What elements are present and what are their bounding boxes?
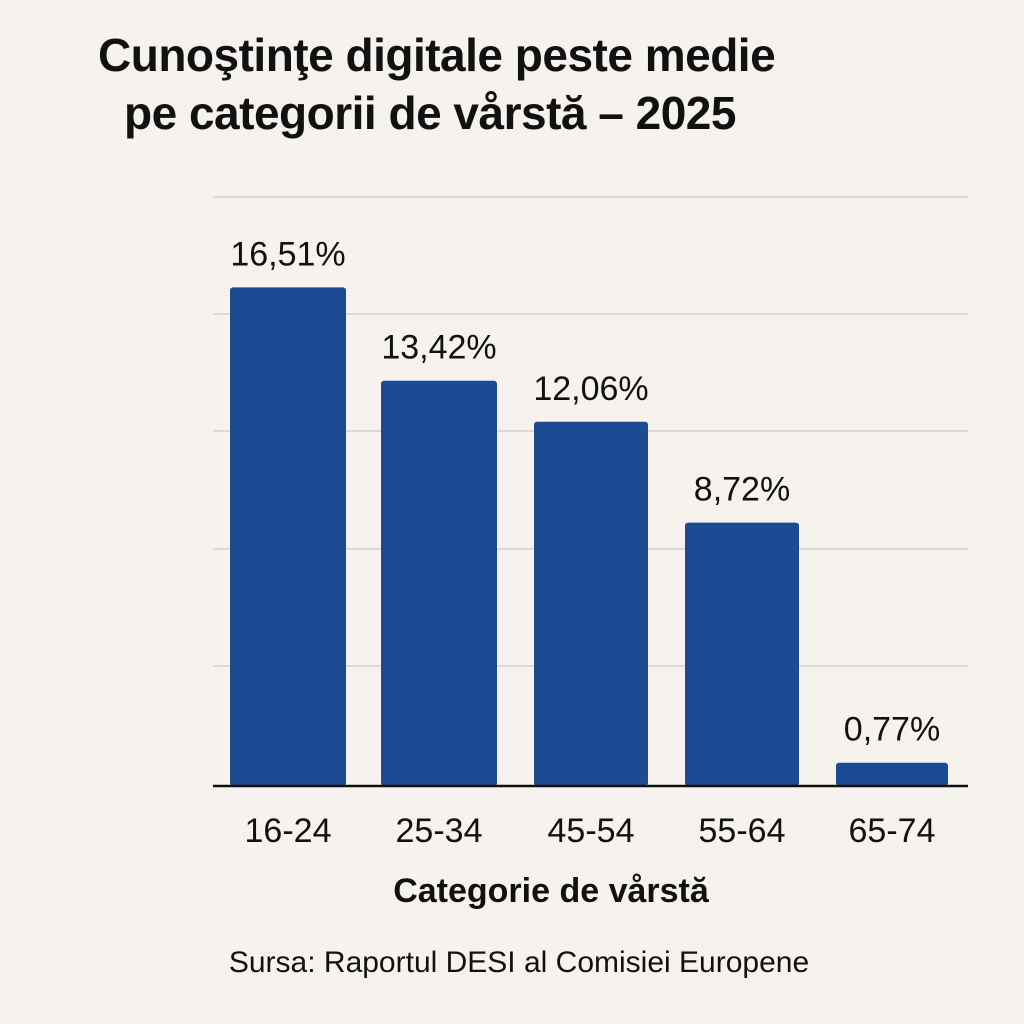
chart-title-line-2: pe categorii de vårstă – 2025 [124, 87, 736, 139]
bar [230, 287, 346, 786]
data-label: 13,42% [381, 329, 496, 367]
x-tick-label: 55-64 [699, 812, 786, 850]
x-axis-label: Categorie de vårstă [393, 872, 709, 910]
source-note: Sursa: Raportul DESI al Comisiei Europen… [228, 946, 810, 979]
data-label: 16,51% [230, 235, 345, 273]
data-label: 8,72% [694, 471, 790, 509]
data-label: 0,77% [844, 711, 940, 749]
x-tick-label: 65-74 [849, 812, 936, 850]
chart-title: Cunoştinţe digitale peste medie pe categ… [0, 26, 1024, 142]
x-tick-label: 45-54 [548, 812, 635, 850]
bar-chart: 16,51% 16-24 13,42% 25-34 12,06% 45-54 8,72% 55… [213, 196, 968, 850]
bar [534, 421, 648, 786]
x-tick-label: 16-24 [245, 812, 332, 850]
bar [685, 522, 799, 786]
bar [381, 380, 497, 786]
chart-title-line-1: Cunoştinţe digitale peste medie [98, 29, 776, 81]
x-tick-label: 25-34 [396, 812, 483, 850]
data-label: 12,06% [533, 370, 648, 408]
bar [836, 762, 948, 786]
